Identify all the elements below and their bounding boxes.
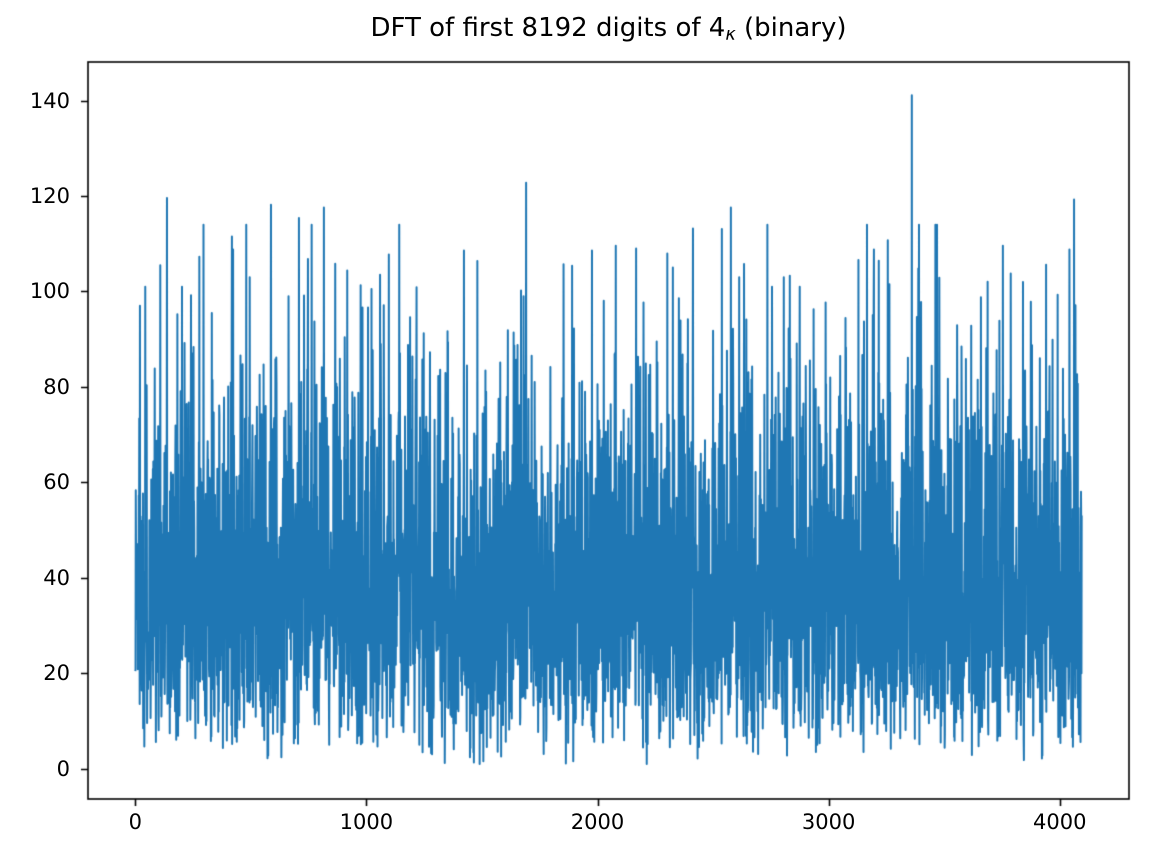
- y-tick-label-120: 120: [29, 184, 70, 209]
- y-tick-label-20: 20: [43, 661, 70, 686]
- y-tick-label-100: 100: [29, 279, 70, 304]
- chart-title-suffix: (binary): [735, 13, 847, 43]
- y-tick-label-40: 40: [43, 565, 70, 590]
- chart-title-subscript-kappa: κ: [725, 24, 736, 45]
- y-tick-label-80: 80: [43, 374, 70, 399]
- y-tick-label-140: 140: [29, 88, 70, 113]
- x-tick-label-3000: 3000: [801, 810, 856, 834]
- x-tick-label-2000: 2000: [570, 810, 625, 834]
- y-tick-label-60: 60: [43, 470, 70, 495]
- chart-title: DFT of first 8192 digits of 4κ (binary): [88, 13, 1129, 45]
- x-tick-label-4000: 4000: [1032, 810, 1087, 834]
- x-tick-label-1000: 1000: [339, 810, 394, 834]
- chart-title-prefix: DFT of first 8192 digits of 4: [370, 13, 726, 43]
- y-tick-label-0: 0: [56, 756, 70, 781]
- x-tick-label-0: 0: [128, 810, 142, 834]
